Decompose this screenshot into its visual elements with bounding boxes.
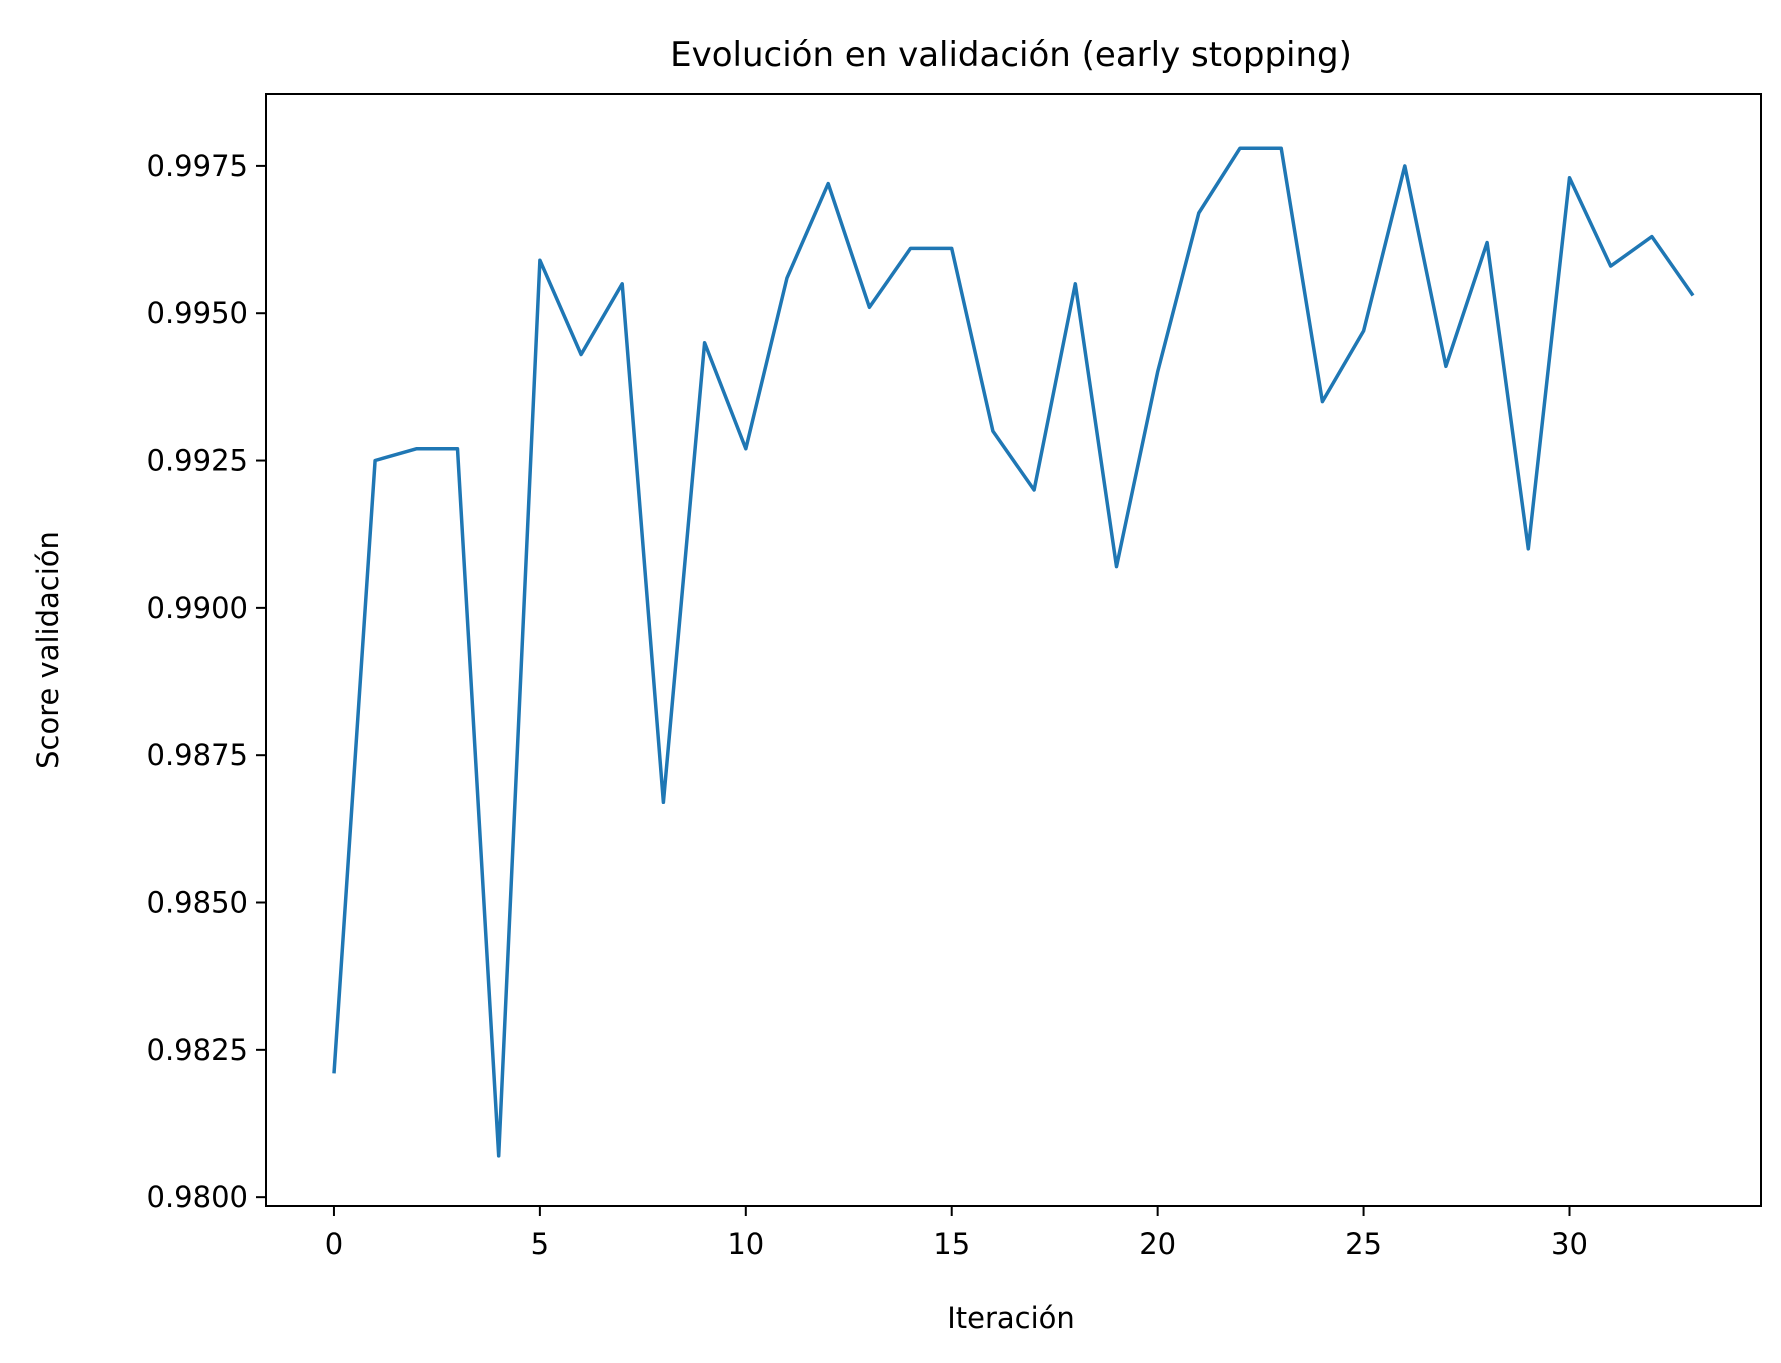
x-tick-label: 20: [1139, 1227, 1176, 1261]
y-axis: 0.9800 0.9825 0.9850 0.9875 0.9900 0.9925 0.99…: [147, 149, 266, 1214]
y-tick-label: 0.9975: [147, 149, 248, 183]
y-tick-label: 0.9900: [147, 591, 248, 625]
x-tick-label: 25: [1345, 1227, 1382, 1261]
y-tick-label: 0.9950: [147, 296, 248, 330]
x-tick-label: 15: [933, 1227, 970, 1261]
y-axis-label: Score validación: [31, 531, 65, 769]
y-tick-label: 0.9800: [147, 1180, 248, 1214]
y-tick-label: 0.9925: [147, 444, 248, 478]
series-line: [332, 146, 1695, 1158]
x-tick-label: 10: [727, 1227, 764, 1261]
x-tick-label: 5: [531, 1227, 549, 1261]
y-tick-label: 0.9875: [147, 738, 248, 772]
chart-title: Evolución en validación (early stopping): [670, 35, 1352, 75]
x-axis-label: Iteración: [947, 1301, 1075, 1335]
x-axis: 0 5 10 15 20 25 30: [325, 1206, 1588, 1261]
plot-area: [332, 146, 1695, 1158]
y-tick-label: 0.9825: [147, 1033, 248, 1067]
x-tick-label: 30: [1551, 1227, 1588, 1261]
y-tick-label: 0.9850: [147, 886, 248, 920]
plot-frame: [265, 93, 1762, 1207]
x-tick-label: 0: [325, 1227, 343, 1261]
